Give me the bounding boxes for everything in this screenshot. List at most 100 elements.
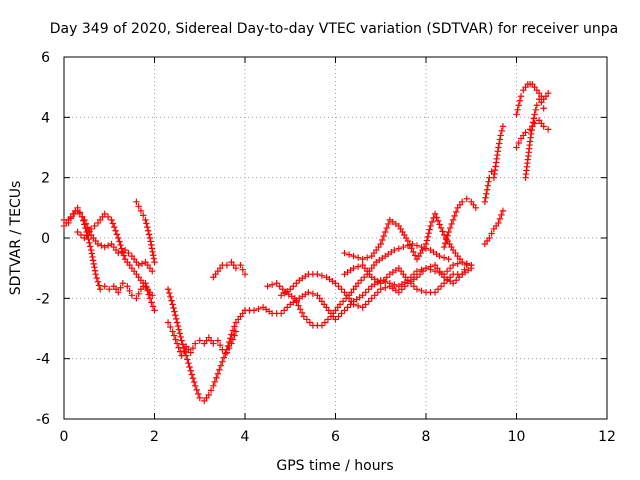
data-point [190, 378, 198, 386]
data-point [410, 283, 418, 290]
data-point [142, 216, 149, 224]
data-point [426, 226, 433, 233]
data-point [436, 269, 443, 276]
data-point [424, 233, 432, 240]
data-point [216, 341, 224, 349]
x-tick-label: 6 [331, 429, 340, 445]
data-point [440, 280, 448, 287]
data-point [167, 323, 174, 331]
data-point [455, 274, 463, 281]
series-track-j [278, 258, 475, 311]
data-point [176, 330, 184, 337]
data-point [145, 231, 153, 238]
data-point [189, 375, 197, 382]
data-point [109, 220, 117, 227]
data-point [229, 336, 237, 343]
data-point [335, 283, 342, 290]
data-point [395, 289, 403, 296]
data-point [193, 386, 200, 394]
data-point [85, 236, 92, 243]
data-point [427, 222, 434, 230]
data-point [418, 287, 425, 294]
data-point [231, 323, 238, 330]
data-point [423, 237, 431, 244]
data-point [146, 234, 154, 242]
data-point [354, 263, 362, 270]
series-track-d [133, 198, 158, 266]
data-point [175, 344, 182, 351]
data-point [70, 210, 78, 218]
data-point [87, 225, 95, 233]
data-point [229, 327, 237, 334]
data-point [148, 245, 156, 252]
data-point [454, 260, 461, 267]
data-point [276, 283, 283, 290]
data-point [223, 261, 231, 269]
data-point [514, 106, 521, 113]
data-point [143, 220, 150, 227]
data-point [228, 340, 235, 347]
data-point [495, 140, 503, 147]
data-point [87, 243, 94, 250]
data-point [168, 297, 175, 304]
data-point [495, 144, 502, 151]
data-point [279, 286, 286, 293]
data-point [431, 210, 439, 218]
data-point [463, 195, 470, 202]
data-point [178, 337, 185, 344]
data-point [187, 349, 194, 356]
data-point [440, 243, 448, 251]
series-track-f [164, 319, 240, 359]
data-point [533, 102, 541, 109]
data-point [481, 198, 489, 205]
data-point [187, 367, 194, 374]
data-point [74, 228, 81, 236]
data-point [268, 281, 276, 288]
series-track-m [440, 195, 479, 251]
data-point [540, 123, 547, 130]
data-point [118, 245, 125, 252]
data-point [411, 252, 419, 259]
data-point [428, 218, 436, 226]
data-point [169, 328, 176, 335]
data-point [211, 378, 219, 385]
x-tick-label: 10 [508, 429, 526, 445]
data-point [434, 217, 442, 225]
data-point [210, 340, 217, 347]
data-point [532, 106, 539, 113]
data-point [341, 249, 348, 257]
data-point [306, 319, 314, 326]
data-point [151, 307, 158, 314]
data-point [295, 302, 302, 309]
data-point [178, 352, 185, 359]
data-point [540, 105, 547, 112]
y-tick-label: -6 [36, 412, 50, 428]
data-point [264, 283, 271, 290]
data-point [498, 211, 505, 219]
data-point [90, 260, 97, 268]
data-point [138, 260, 146, 267]
data-point [139, 212, 147, 219]
data-point [472, 204, 479, 212]
data-point [379, 236, 386, 244]
x-tick-label: 0 [60, 429, 69, 445]
data-point [148, 299, 155, 306]
data-point [184, 356, 191, 363]
data-point [413, 267, 421, 275]
data-point [237, 261, 244, 269]
x-tick-label: 12 [598, 429, 616, 445]
data-point [207, 387, 215, 394]
data-point [298, 309, 306, 317]
data-point [359, 292, 366, 299]
series-track-e [164, 286, 253, 405]
data-point [391, 246, 398, 254]
data-point [133, 198, 140, 205]
data-point [164, 286, 172, 293]
data-point [189, 344, 197, 352]
data-point [232, 328, 240, 335]
data-point [446, 264, 454, 272]
data-point [128, 292, 136, 299]
data-point [137, 207, 145, 215]
data-point [442, 240, 449, 247]
series-track-n [481, 123, 507, 205]
